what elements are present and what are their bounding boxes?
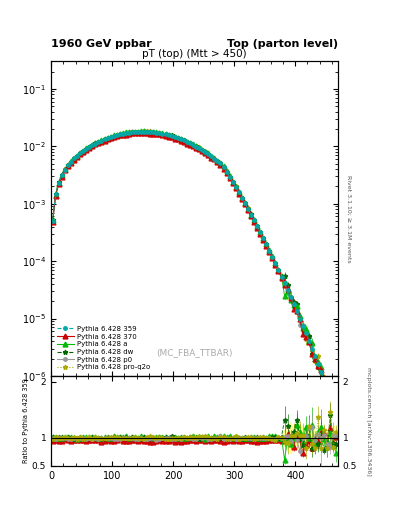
Text: 1960 GeV ppbar: 1960 GeV ppbar <box>51 38 152 49</box>
Y-axis label: mcplots.cern.ch [arXiv:1306.3436]: mcplots.cern.ch [arXiv:1306.3436] <box>365 367 371 475</box>
Title: pT (top) (Mtt > 450): pT (top) (Mtt > 450) <box>142 49 247 59</box>
Text: Top (parton level): Top (parton level) <box>227 38 338 49</box>
Text: (MC_FBA_TTBAR): (MC_FBA_TTBAR) <box>156 348 233 357</box>
Legend: Pythia 6.428 359, Pythia 6.428 370, Pythia 6.428 a, Pythia 6.428 dw, Pythia 6.42: Pythia 6.428 359, Pythia 6.428 370, Pyth… <box>55 324 152 373</box>
Y-axis label: Rivet 3.1.10; ≥ 3.1M events: Rivet 3.1.10; ≥ 3.1M events <box>346 175 351 263</box>
Y-axis label: Ratio to Pythia 6.428 359: Ratio to Pythia 6.428 359 <box>23 378 29 463</box>
